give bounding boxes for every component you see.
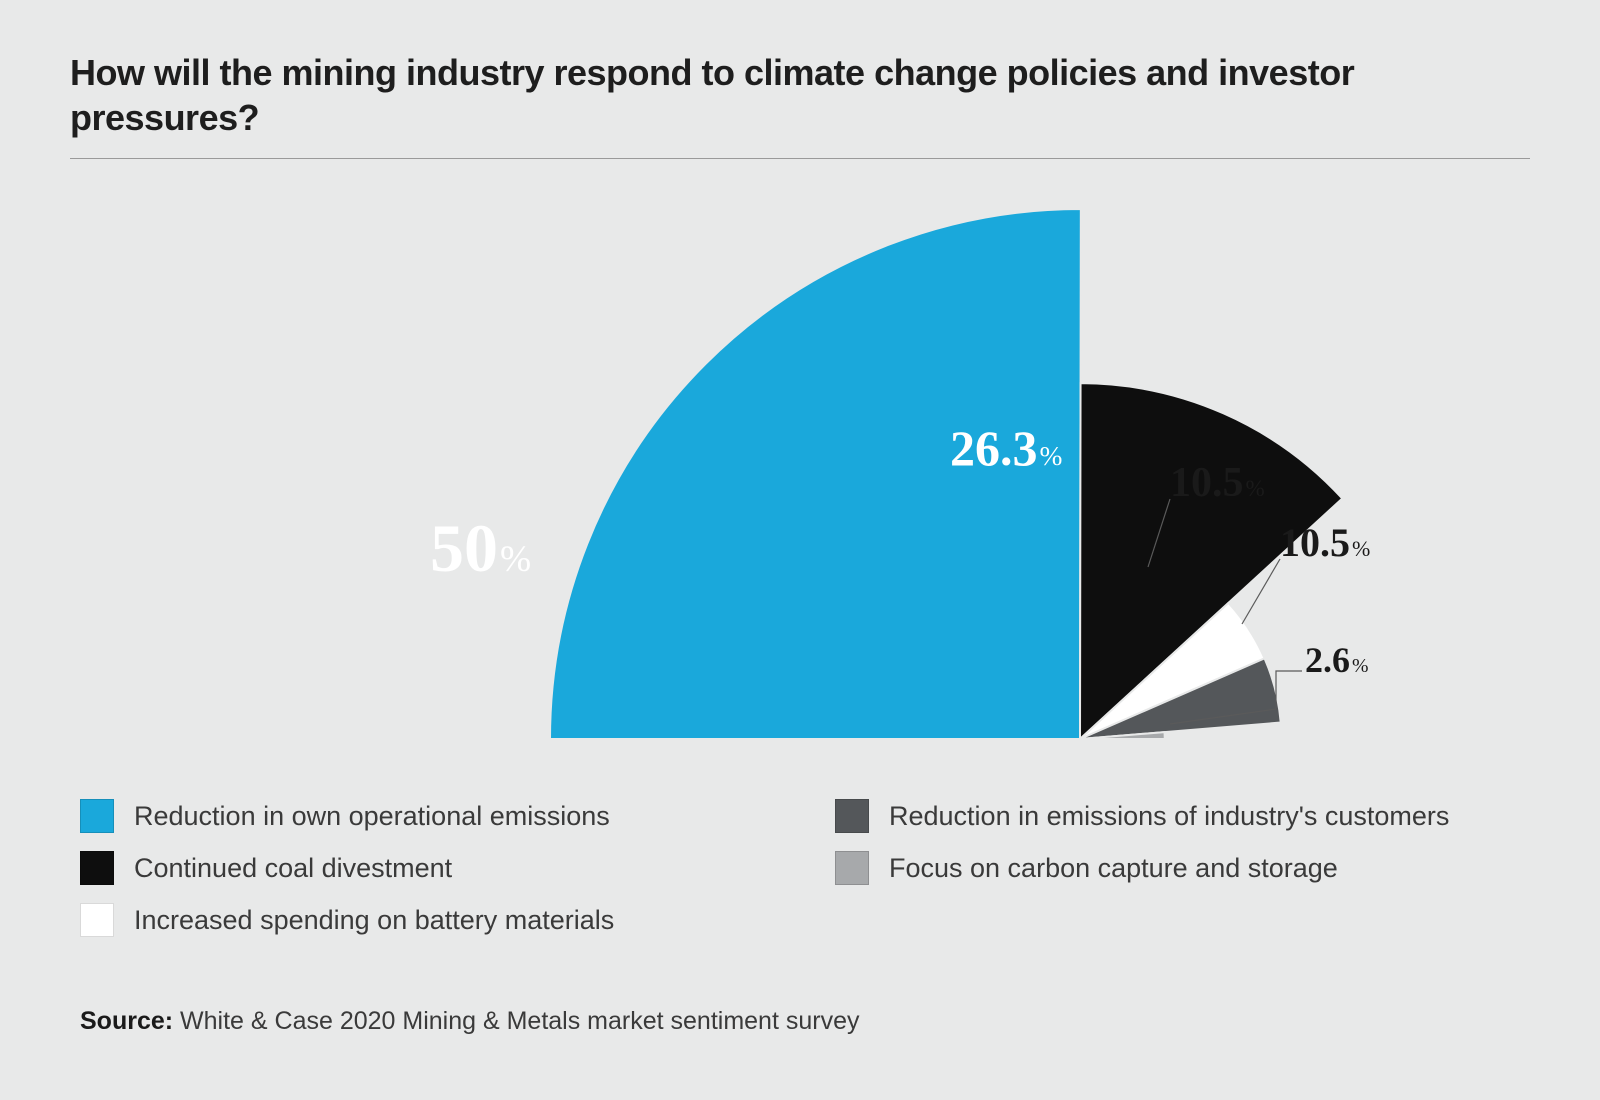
fan-chart-svg — [70, 169, 1530, 789]
legend-swatch — [80, 851, 114, 885]
slice-pct-label: 10.5% — [1170, 459, 1265, 507]
legend-swatch — [80, 799, 114, 833]
legend: Reduction in own operational emissions Re… — [70, 799, 1530, 937]
legend-item: Reduction in emissions of industry's cus… — [835, 799, 1530, 833]
legend-label: Continued coal divestment — [134, 853, 452, 884]
slice-pct-label: 50% — [430, 509, 531, 588]
legend-swatch — [835, 799, 869, 833]
slice-pct-label: 26.3% — [950, 419, 1062, 477]
chart-title: How will the mining industry respond to … — [70, 50, 1370, 140]
legend-item: Continued coal divestment — [80, 851, 775, 885]
legend-label: Focus on carbon capture and storage — [889, 853, 1338, 884]
legend-item: Increased spending on battery materials — [80, 903, 775, 937]
legend-item: Focus on carbon capture and storage — [835, 851, 1530, 885]
source-line: Source: White & Case 2020 Mining & Metal… — [70, 1007, 1530, 1036]
legend-label: Increased spending on battery materials — [134, 905, 614, 936]
legend-label: Reduction in emissions of industry's cus… — [889, 801, 1449, 832]
source-prefix: Source: — [80, 1007, 173, 1035]
legend-item: Reduction in own operational emissions — [80, 799, 775, 833]
legend-label: Reduction in own operational emissions — [134, 801, 610, 832]
legend-swatch — [80, 903, 114, 937]
title-divider — [70, 158, 1530, 159]
slice-pct-label: 10.5% — [1280, 519, 1370, 566]
source-text: White & Case 2020 Mining & Metals market… — [180, 1007, 859, 1035]
slice-pct-label: 2.6% — [1305, 639, 1368, 681]
chart-area: 50% 26.3% 10.5% 10.5% 2.6% — [70, 169, 1530, 789]
legend-swatch — [835, 851, 869, 885]
